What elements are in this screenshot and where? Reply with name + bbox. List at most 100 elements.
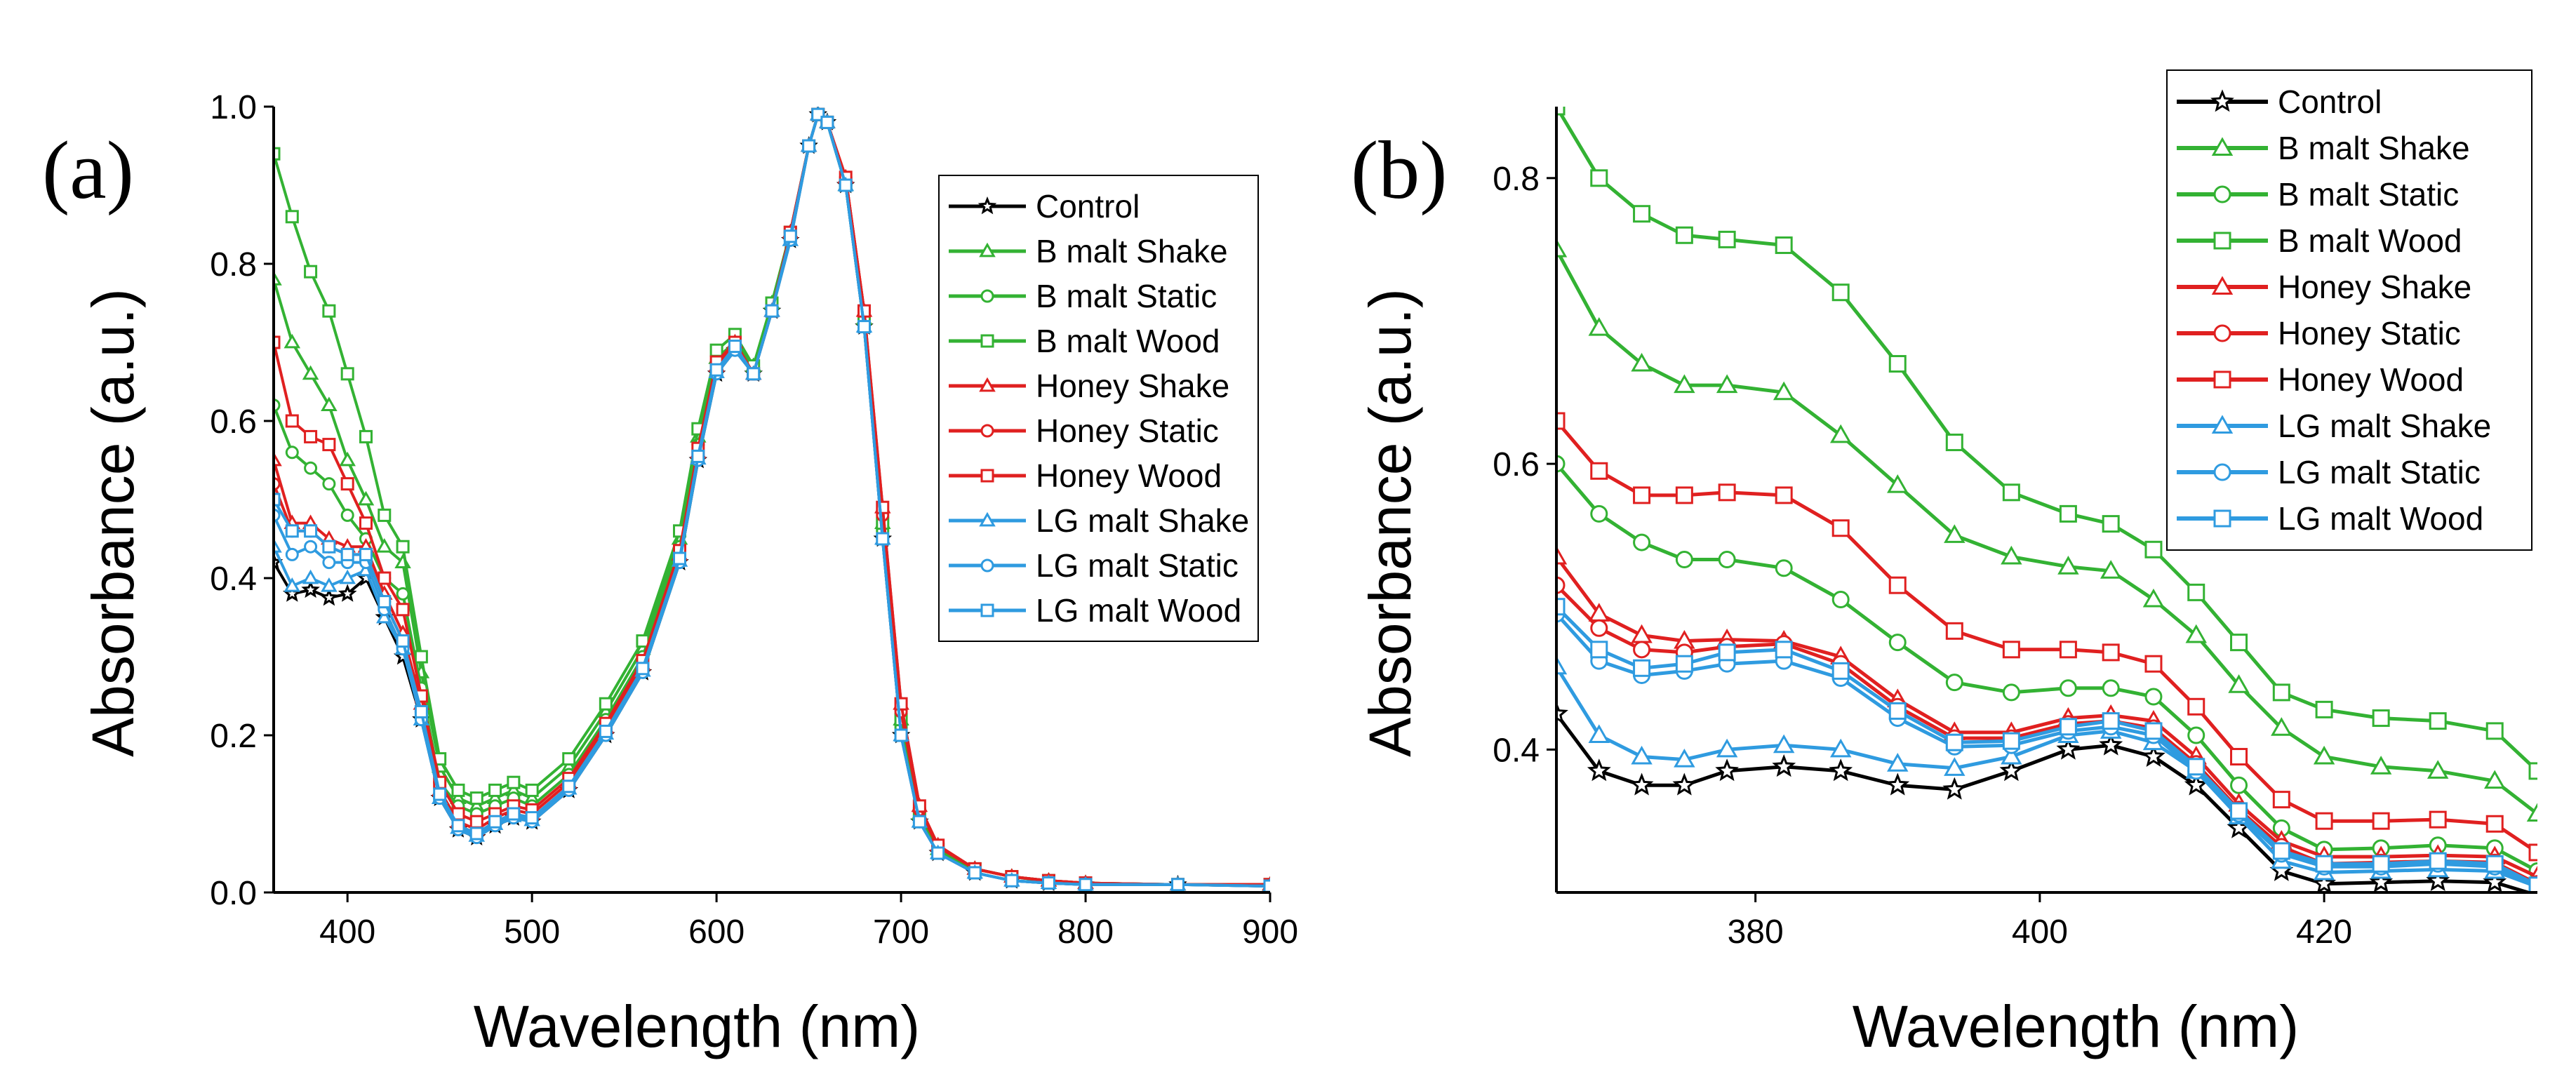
panel-a-legend-entry-b-malt-wood: B malt Wood <box>949 323 1220 359</box>
panel-a-point-b-malt-shake <box>357 490 375 506</box>
panel-b-point-honey-wood <box>2187 697 2205 716</box>
panel-a-series-layer <box>274 107 1270 892</box>
panel-b-x-axis-title: Wavelength (nm) <box>1853 993 2299 1059</box>
panel-a-point-lg-malt-wood <box>931 846 945 860</box>
panel-b-point-lg-malt-wood <box>1831 662 1850 680</box>
panel-a-point-control <box>301 580 320 598</box>
panel-b-point-b-malt-static <box>2102 679 2120 697</box>
panel-a-point-b-malt-shake <box>339 451 356 467</box>
panel-a-x-tick-label: 900 <box>1242 913 1298 951</box>
panel-a-point-lg-malt-wood <box>747 367 761 381</box>
panel-b-series-layer <box>1556 107 2537 892</box>
panel-b-point-control <box>1886 772 1910 796</box>
panel-a-point-lg-malt-wood <box>1171 878 1185 892</box>
panel-b-point-lg-malt-wood <box>1590 641 1608 659</box>
panel-b-legend: Control B malt Shake B malt Static B malt W… <box>2166 69 2532 551</box>
panel-a-point-lg-malt-wood <box>562 779 576 794</box>
panel-a-point-lg-malt-wood <box>274 493 281 507</box>
panel-b-point-b-malt-wood <box>1675 226 1693 244</box>
panel-b-point-lg-malt-shake <box>1829 738 1852 758</box>
panel-b-point-control <box>2099 732 2123 756</box>
panel-b-point-b-malt-static <box>2002 683 2020 702</box>
panel-a-point-lg-malt-wood <box>728 340 742 354</box>
panel-b-point-honey-static <box>1556 576 1566 594</box>
panel-b-legend-label: Honey Shake <box>2278 269 2471 305</box>
panel-b-point-lg-malt-wood <box>1888 702 1907 720</box>
panel-b-point-lg-malt-shake <box>1944 757 1966 776</box>
panel-b-point-b-malt-wood <box>1831 283 1850 302</box>
panel-b-point-b-malt-static <box>2059 679 2077 697</box>
panel-a-point-lg-malt-wood <box>636 662 650 676</box>
panel-b-legend-entry-lg-malt-wood: LG malt Wood <box>2177 500 2483 537</box>
panel-b-point-b-malt-static <box>1675 551 1693 569</box>
panel-b-legend-entry-lg-malt-shake: LG malt Shake <box>2177 408 2491 444</box>
panel-b-point-honey-wood <box>2372 812 2390 830</box>
panel-a-point-lg-malt-wood <box>285 524 299 538</box>
panel-a-legend-label: Honey Static <box>1036 413 1219 449</box>
panel-a-point-lg-malt-wood <box>1005 874 1019 888</box>
panel-b-legend-label: LG malt Static <box>2278 454 2481 490</box>
panel-b-point-lg-malt-shake <box>1588 724 1610 743</box>
panel-a-point-honey-wood <box>285 414 299 428</box>
panel-a-point-lg-malt-wood <box>691 449 705 463</box>
panel-b-plot-area: 380 400 420 0.4 0.6 0.8 Control B malt Shake B m… <box>1493 69 2537 951</box>
panel-a-point-honey-wood <box>274 335 281 349</box>
panel-b-point-b-malt-shake <box>2483 770 2506 789</box>
panel-a-point-lg-malt-static <box>285 547 299 561</box>
panel-b-point-honey-shake <box>1556 545 1568 565</box>
panel-a-legend-marker <box>980 558 994 573</box>
panel-a-y-tick-label: 0.8 <box>210 246 257 283</box>
panel-a-point-lg-malt-wood <box>1041 876 1055 890</box>
panel-a-point-b-malt-wood <box>599 697 613 711</box>
panel-b-point-b-malt-static <box>1718 551 1736 569</box>
panel-a-point-lg-malt-wood <box>802 139 816 153</box>
panel-b-point-b-malt-shake <box>1716 374 1738 394</box>
panel-b-legend-label: Honey Wood <box>2278 361 2464 398</box>
panel-b-point-lg-malt-wood <box>1775 641 1793 659</box>
panel-b-series-b-malt-shake <box>1556 238 2537 822</box>
panel-a-point-honey-wood <box>304 429 318 443</box>
panel-b-x-tick-label: 380 <box>1728 913 1784 951</box>
panel-a-legend-label: LG malt Shake <box>1036 502 1249 539</box>
panel-a-point-control <box>319 588 339 606</box>
panel-b-point-b-malt-shake <box>2142 588 2165 608</box>
panel-b-point-honey-wood <box>2272 791 2290 809</box>
panel-b-legend-entry-honey-shake: Honey Shake <box>2177 269 2471 305</box>
panel-b-legend-marker <box>2213 509 2231 528</box>
panel-a-legend-label: B malt Static <box>1036 278 1217 314</box>
panel-a-point-lg-malt-wood <box>599 724 613 738</box>
panel-a-legend-entry-b-malt-static: B malt Static <box>949 278 1217 314</box>
panel-b-legend-label: LG malt Wood <box>2278 500 2483 537</box>
panel-a-point-lg-malt-wood <box>1079 878 1093 892</box>
panel-b-legend-marker <box>2211 276 2234 295</box>
panel-b-point-b-malt-wood <box>1775 236 1793 255</box>
panel-b-point-control <box>1629 772 1654 796</box>
panel-b-point-honey-static <box>1590 619 1608 637</box>
panel-b-point-honey-wood <box>2144 655 2163 673</box>
panel-b-point-b-malt-shake <box>2313 745 2335 765</box>
panel-a-point-b-malt-shake <box>274 271 282 286</box>
panel-a-point-lg-malt-wood <box>912 815 926 829</box>
panel-b-point-b-malt-shake <box>1556 238 1568 257</box>
panel-a-label: (a) <box>42 124 134 216</box>
panel-a-legend-marker <box>977 196 997 215</box>
panel-a-point-lg-malt-shake <box>321 577 338 592</box>
panel-a-point-control <box>338 584 357 602</box>
panel-a-x-tick-label: 500 <box>504 913 560 951</box>
panel-a-point-lg-malt-wood <box>709 363 723 377</box>
panel-b-point-control <box>2184 772 2208 796</box>
panel-a-point-b-malt-static <box>340 508 354 522</box>
panel-b-point-b-malt-shake <box>1773 381 1795 401</box>
panel-b-point-b-malt-shake <box>2185 624 2207 643</box>
panel-a-point-lg-malt-wood <box>839 178 853 192</box>
panel-b-point-lg-malt-wood <box>2144 722 2163 740</box>
panel-b-point-b-malt-wood <box>1945 434 1963 452</box>
panel-a-point-b-malt-shake <box>283 333 301 349</box>
panel-a-y-axis-title: Absorbance (a.u.) <box>80 288 146 757</box>
panel-a-point-b-malt-wood <box>285 210 299 224</box>
panel-b-point-b-malt-wood <box>2230 634 2248 652</box>
panel-a-legend-entry-lg-malt-static: LG malt Static <box>949 547 1239 584</box>
panel-b-legend-marker <box>2211 137 2234 156</box>
panel-a-point-b-malt-wood <box>378 508 392 522</box>
panel-b-legend-marker <box>2213 185 2231 203</box>
